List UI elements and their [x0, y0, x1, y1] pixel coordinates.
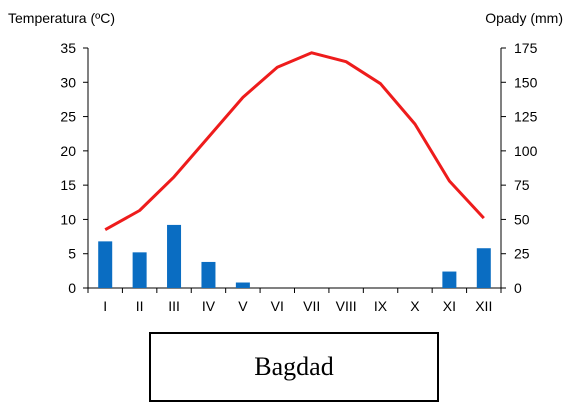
x-tick-label: III	[168, 298, 180, 314]
station-label-box: Bagdad	[149, 332, 439, 402]
precipitation-bar	[98, 241, 113, 288]
left-tick-label: 0	[68, 280, 76, 296]
climate-chart: Temperatura (ºC) Opady (mm) 0 5 10 15 20 25 30…	[8, 10, 563, 314]
right-tick-label: 150	[514, 74, 538, 90]
left-tick-label: 30	[60, 74, 76, 90]
x-tick-label: V	[238, 298, 248, 314]
station-name: Bagdad	[254, 352, 334, 381]
right-tick-label: 125	[514, 109, 538, 125]
x-tick-label: I	[103, 298, 107, 314]
x-tick-label: X	[410, 298, 420, 314]
left-tick-label: 35	[60, 40, 76, 56]
left-tick-label: 25	[60, 109, 76, 125]
temperature-series-line	[104, 51, 485, 232]
right-tick-label: 0	[514, 280, 522, 296]
right-tick-label: 100	[514, 143, 538, 159]
precipitation-bar	[132, 252, 147, 288]
x-tick-label: XI	[443, 298, 456, 314]
precipitation-bars	[98, 224, 491, 288]
precipitation-bar	[201, 261, 216, 288]
x-tick-label: XII	[475, 298, 492, 314]
left-tick-label: 15	[60, 177, 76, 193]
right-tick-label: 25	[514, 246, 530, 262]
right-tick-label: 175	[514, 40, 538, 56]
right-tick-label: 50	[514, 211, 530, 227]
left-axis-title: Temperatura (ºC)	[8, 10, 115, 26]
x-tick-label: IX	[374, 298, 388, 314]
left-tick-label: 10	[60, 211, 76, 227]
right-tick-label: 75	[514, 177, 530, 193]
precipitation-bar	[476, 248, 491, 288]
x-tick-label: VII	[303, 298, 320, 314]
temperature-line	[104, 51, 485, 232]
precipitation-bar	[442, 271, 457, 288]
x-tick-label: IV	[202, 298, 216, 314]
precipitation-bar	[167, 224, 182, 288]
right-axis-title: Opady (mm)	[485, 10, 563, 26]
x-tick-label: VIII	[336, 298, 357, 314]
precipitation-bar	[235, 282, 250, 288]
x-tick-label: II	[136, 298, 144, 314]
x-tick-label: VI	[271, 298, 284, 314]
left-tick-label: 5	[68, 246, 76, 262]
left-tick-label: 20	[60, 143, 76, 159]
